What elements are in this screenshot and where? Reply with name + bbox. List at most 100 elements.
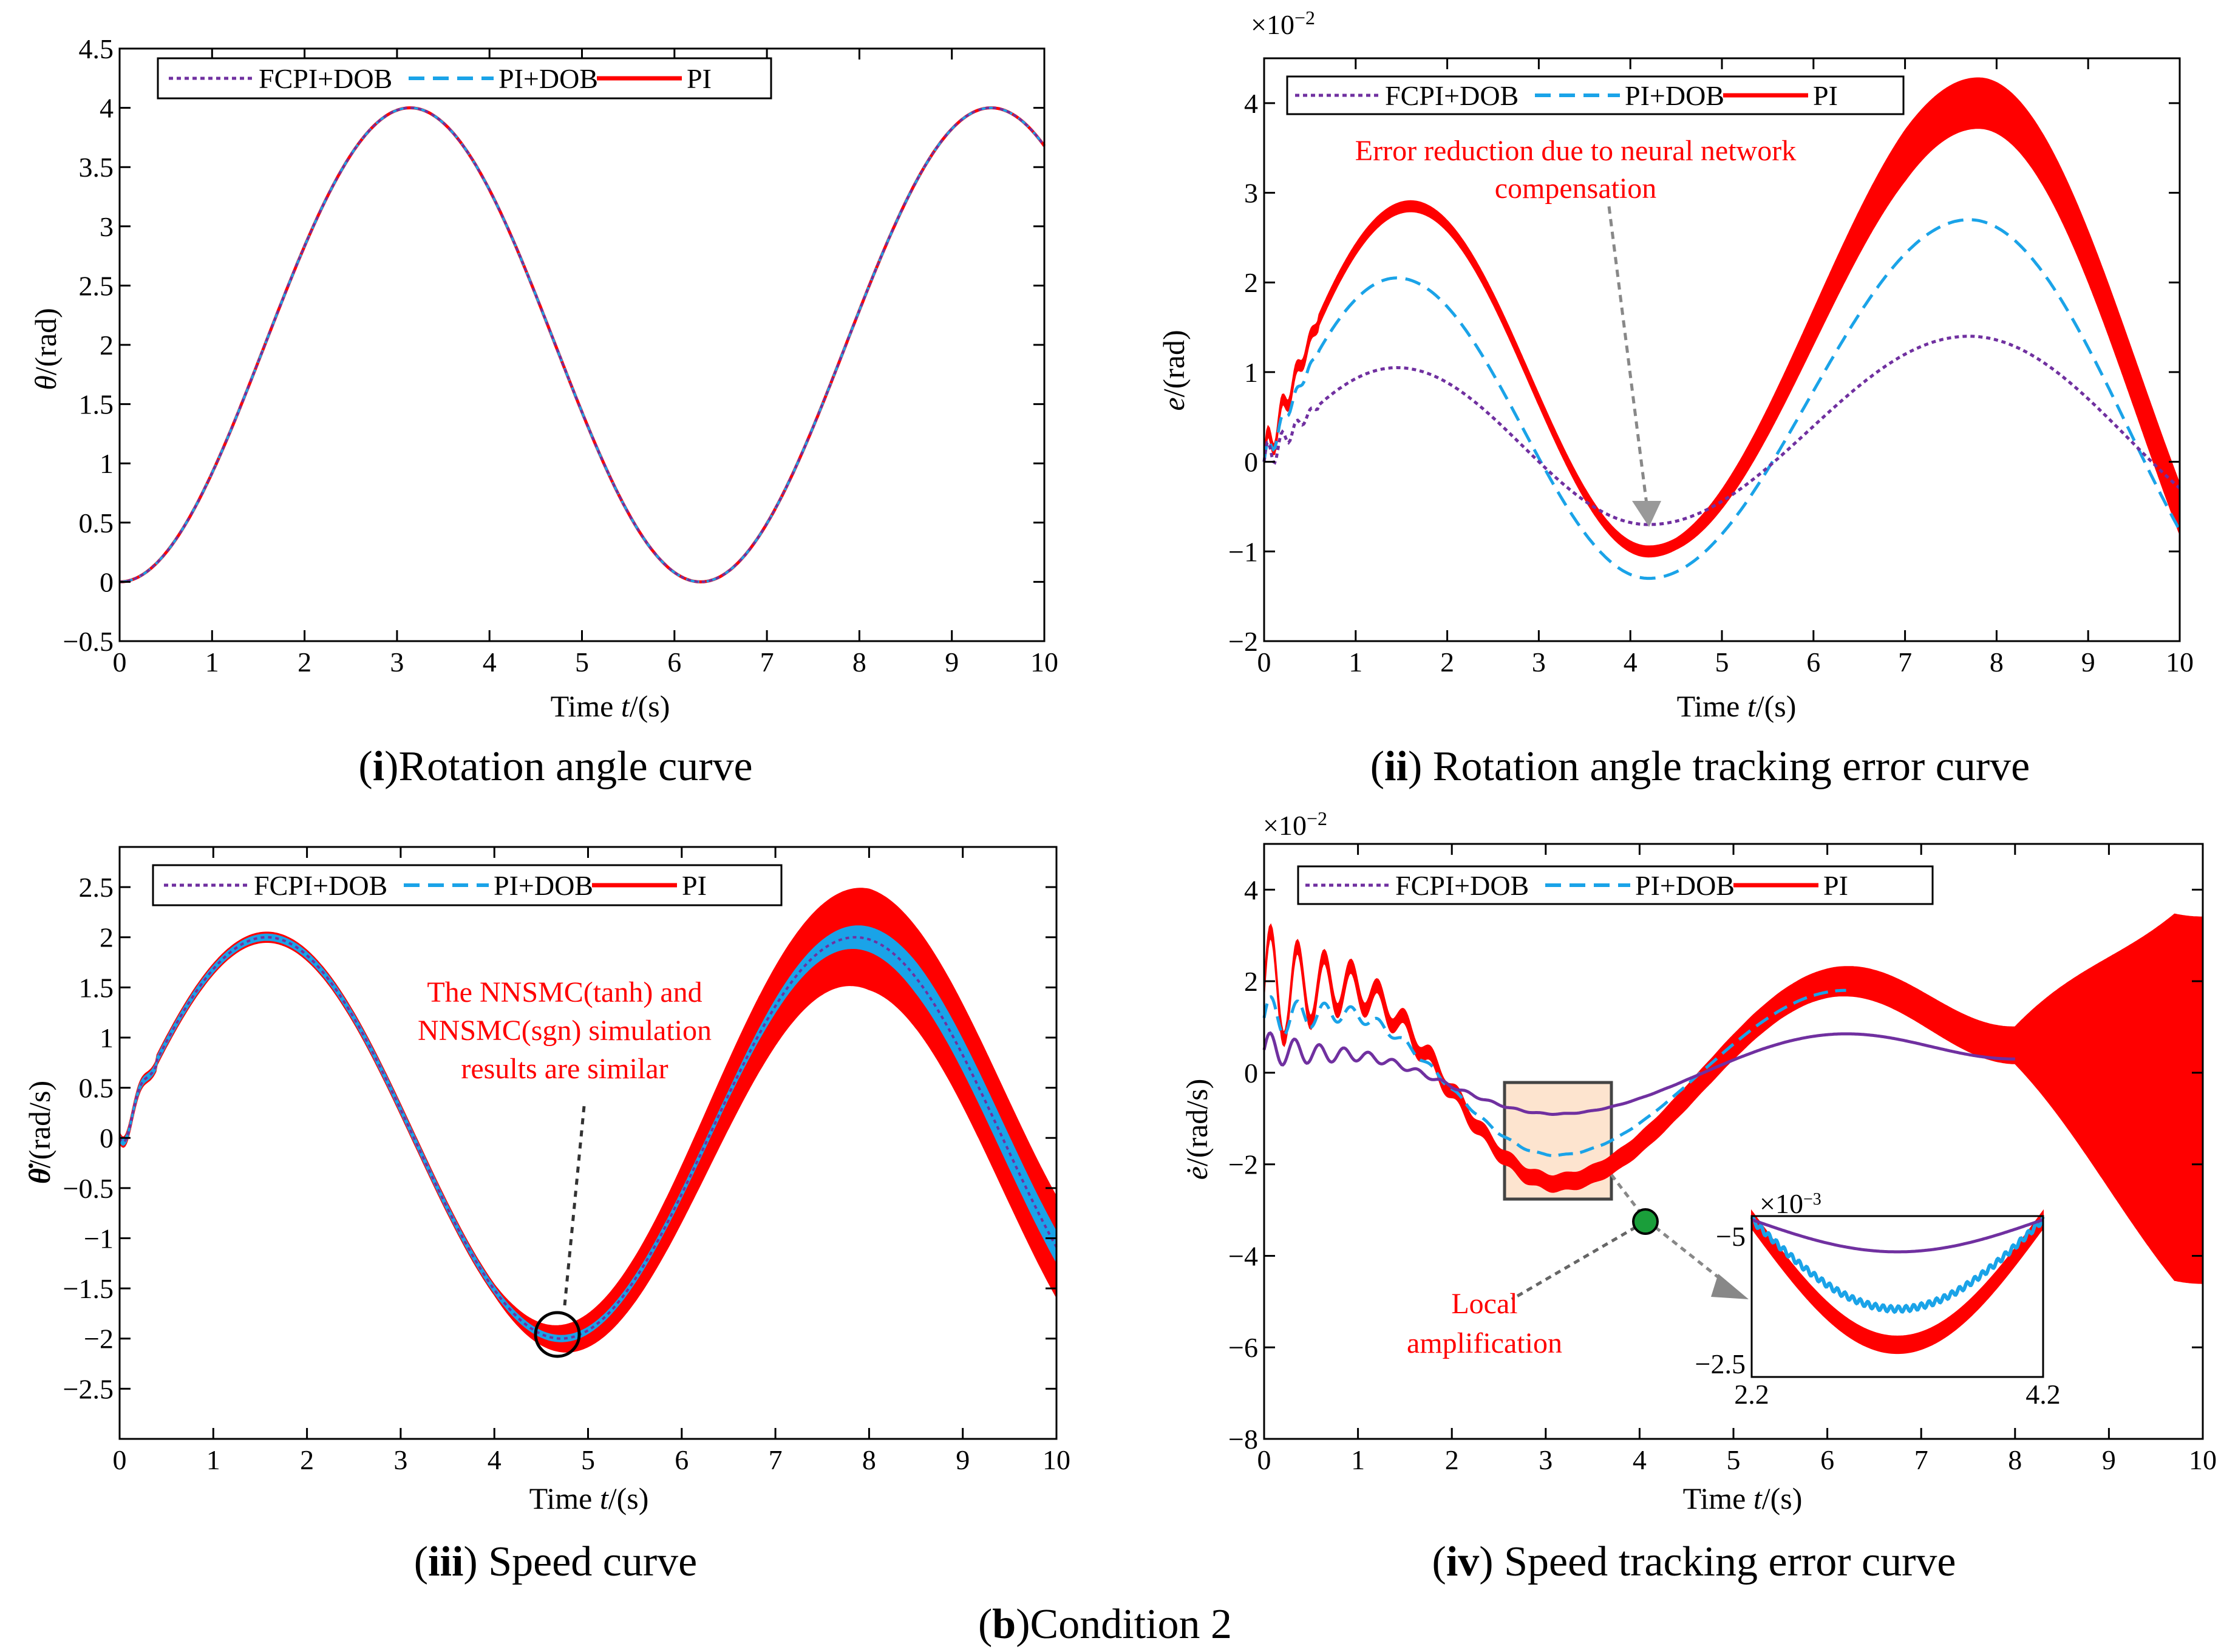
p4-ytick-label: −6 (1228, 1332, 1258, 1363)
p4-xtick-label: 4 (1633, 1444, 1647, 1475)
p1-ytick-label: 0 (100, 566, 114, 597)
p3-xtick-label: 8 (862, 1444, 876, 1475)
p2-ytick-label: 2 (1244, 267, 1258, 298)
p1-xtick-label: 0 (113, 647, 127, 678)
p4-inset-ytick-1: −5 (1716, 1221, 1746, 1252)
p1-legend-items: FCPI+DOB PI+DOB PI (169, 63, 712, 94)
p4-inset-multiplier: ×10−3 (1760, 1188, 1821, 1219)
p2-xtick-label: 3 (1532, 647, 1546, 678)
p4-xtick-label: 5 (1727, 1444, 1741, 1475)
p3-ytick-label: 2.5 (79, 872, 114, 903)
p1-ytick-label: 3.5 (79, 152, 114, 183)
p4-zoom-connector-1 (1610, 1174, 1641, 1212)
p4-xtick-label: 8 (2008, 1444, 2022, 1475)
p2-xtick-label: 6 (1806, 647, 1820, 678)
p2-xtick-label: 9 (2081, 647, 2095, 678)
p1-ytick-label: −0.5 (63, 626, 114, 657)
p3-xtick-label: 6 (675, 1444, 689, 1475)
p2-ytick-label: −1 (1228, 536, 1258, 567)
p3-xtick-label: 5 (581, 1444, 595, 1475)
p2-legend-label-3: PI (1813, 80, 1838, 111)
p4-xlabel: Time t/(s) (1683, 1481, 1803, 1515)
p2-annotation-line2: compensation (1495, 172, 1657, 205)
p4-xtick-label: 0 (1257, 1444, 1271, 1475)
p2-axes: 0 1 2 3 4 5 6 7 8 9 10 −2 −1 0 1 2 3 4 (1228, 57, 2194, 678)
p1-axes: 0 1 2 3 4 5 6 7 8 9 10−0.500.511.522.533.544.5 (63, 33, 1058, 678)
p4-caption: (iv) Speed tracking error curve (1432, 1538, 1956, 1585)
p4-xtick-label: 7 (1914, 1444, 1928, 1475)
p3-legend-label-2: PI+DOB (494, 870, 593, 901)
p4-xtick-label: 1 (1351, 1444, 1365, 1475)
p4-annotation-line2: amplification (1407, 1327, 1562, 1359)
p4-xtick-label: 9 (2102, 1444, 2116, 1475)
p3-annotation-line2: NNSMC(sgn) simulation (418, 1015, 712, 1047)
p1-xtick-label: 2 (298, 647, 311, 678)
p4-inset: ×10−3 −5 −2.5 2.2 4.2 (1695, 1188, 2061, 1410)
p2-xtick-label: 0 (1257, 647, 1271, 678)
p4-inset-series-fcpi (1751, 1218, 2044, 1254)
p3-annotation-line3: results are similar (461, 1053, 668, 1085)
p3-ytick-label: 1.5 (79, 972, 114, 1003)
p4-ytick-label: 0 (1244, 1058, 1258, 1089)
p1-xtick-label: 9 (945, 647, 959, 678)
p4-legend-label-3: PI (1823, 870, 1848, 901)
p3-annotation-pointer (563, 1106, 586, 1306)
p3-ytick-label: −1 (84, 1223, 114, 1254)
p1-series-fcpi (119, 106, 1046, 583)
p2-ylabel: e/(rad) (1157, 330, 1191, 410)
p1-legend-label-1: FCPI+DOB (259, 63, 392, 94)
p1-xtick-label: 7 (760, 647, 774, 678)
p2-ytick-label: 1 (1244, 357, 1258, 388)
p1-legend-label-2: PI+DOB (498, 63, 598, 94)
p1-series (119, 106, 1046, 583)
figure-caption: (b)Condition 2 (978, 1601, 1232, 1648)
p1-frame (118, 47, 1046, 642)
p3-annotation-line1: The NNSMC(tanh) and (427, 976, 702, 1008)
p3-ytick-label: −1.5 (63, 1273, 114, 1304)
p1-xtick-label: 1 (205, 647, 219, 678)
p4-ylabel: ė/(rad/s) (1180, 1079, 1214, 1180)
p3-ytick-label: −0.5 (63, 1173, 114, 1204)
p2-xtick-label: 4 (1624, 647, 1638, 678)
p1-ytick-label: 1 (100, 448, 114, 479)
p1-ytick-label: 4 (100, 93, 114, 124)
p4-zoom-arrowhead (1711, 1274, 1749, 1299)
p4-legend-items: FCPI+DOB PI+DOB PI (1305, 870, 1848, 901)
p3-ytick-label: 0.5 (79, 1073, 114, 1104)
p2-ytick-label: 4 (1244, 88, 1258, 119)
p2-legend-items: FCPI+DOB PI+DOB PI (1295, 80, 1838, 111)
p4-multiplier: ×10−2 (1263, 807, 1327, 841)
p4-annotation-line1: Local (1451, 1288, 1517, 1320)
p4-xtick-label: 6 (1820, 1444, 1834, 1475)
p3-ytick-label: −2.5 (63, 1373, 114, 1404)
p2-multiplier: ×10−2 (1251, 7, 1315, 40)
p4-legend-label-2: PI+DOB (1635, 870, 1735, 901)
panel-rotation-angle: 0 1 2 3 4 5 6 7 8 9 10−0.500.511.522.533.544.5 FCP… (29, 33, 1058, 790)
p3-series-fcpi (118, 936, 1058, 1340)
p1-xtick-label: 4 (483, 647, 497, 678)
p3-ylabel: θ̇/(rad/s) (22, 1081, 56, 1184)
p1-xtick-label: 5 (575, 647, 589, 678)
p3-highlight-circle (534, 1311, 581, 1358)
p1-caption: (i)Rotation angle curve (358, 743, 752, 790)
p2-caption: (ii) Rotation angle tracking error curve (1370, 743, 2030, 790)
p3-xtick-label: 7 (769, 1444, 783, 1475)
p4-series-fcpi (1262, 1031, 2015, 1116)
p4-marker-dot (1632, 1208, 1659, 1235)
p1-xtick-label: 8 (852, 647, 866, 678)
p1-ytick-label: 2 (100, 330, 114, 361)
p2-xtick-label: 10 (2166, 647, 2194, 678)
p3-ytick-label: −2 (84, 1324, 114, 1355)
p2-ytick-label: 0 (1244, 447, 1258, 478)
p3-xtick-label: 4 (488, 1444, 502, 1475)
p3-caption: (iii) Speed curve (414, 1538, 698, 1585)
p4-xtick-label: 10 (2189, 1444, 2217, 1475)
p4-ytick-label: −8 (1228, 1424, 1258, 1455)
p4-zoom-connector-2 (1645, 1219, 1730, 1287)
p3-ytick-label: 2 (100, 922, 114, 953)
p4-ytick-label: 4 (1244, 874, 1258, 905)
p4-series-pidob (1262, 988, 1846, 1157)
p3-series (118, 888, 1058, 1353)
p3-xtick-label: 3 (393, 1444, 407, 1475)
